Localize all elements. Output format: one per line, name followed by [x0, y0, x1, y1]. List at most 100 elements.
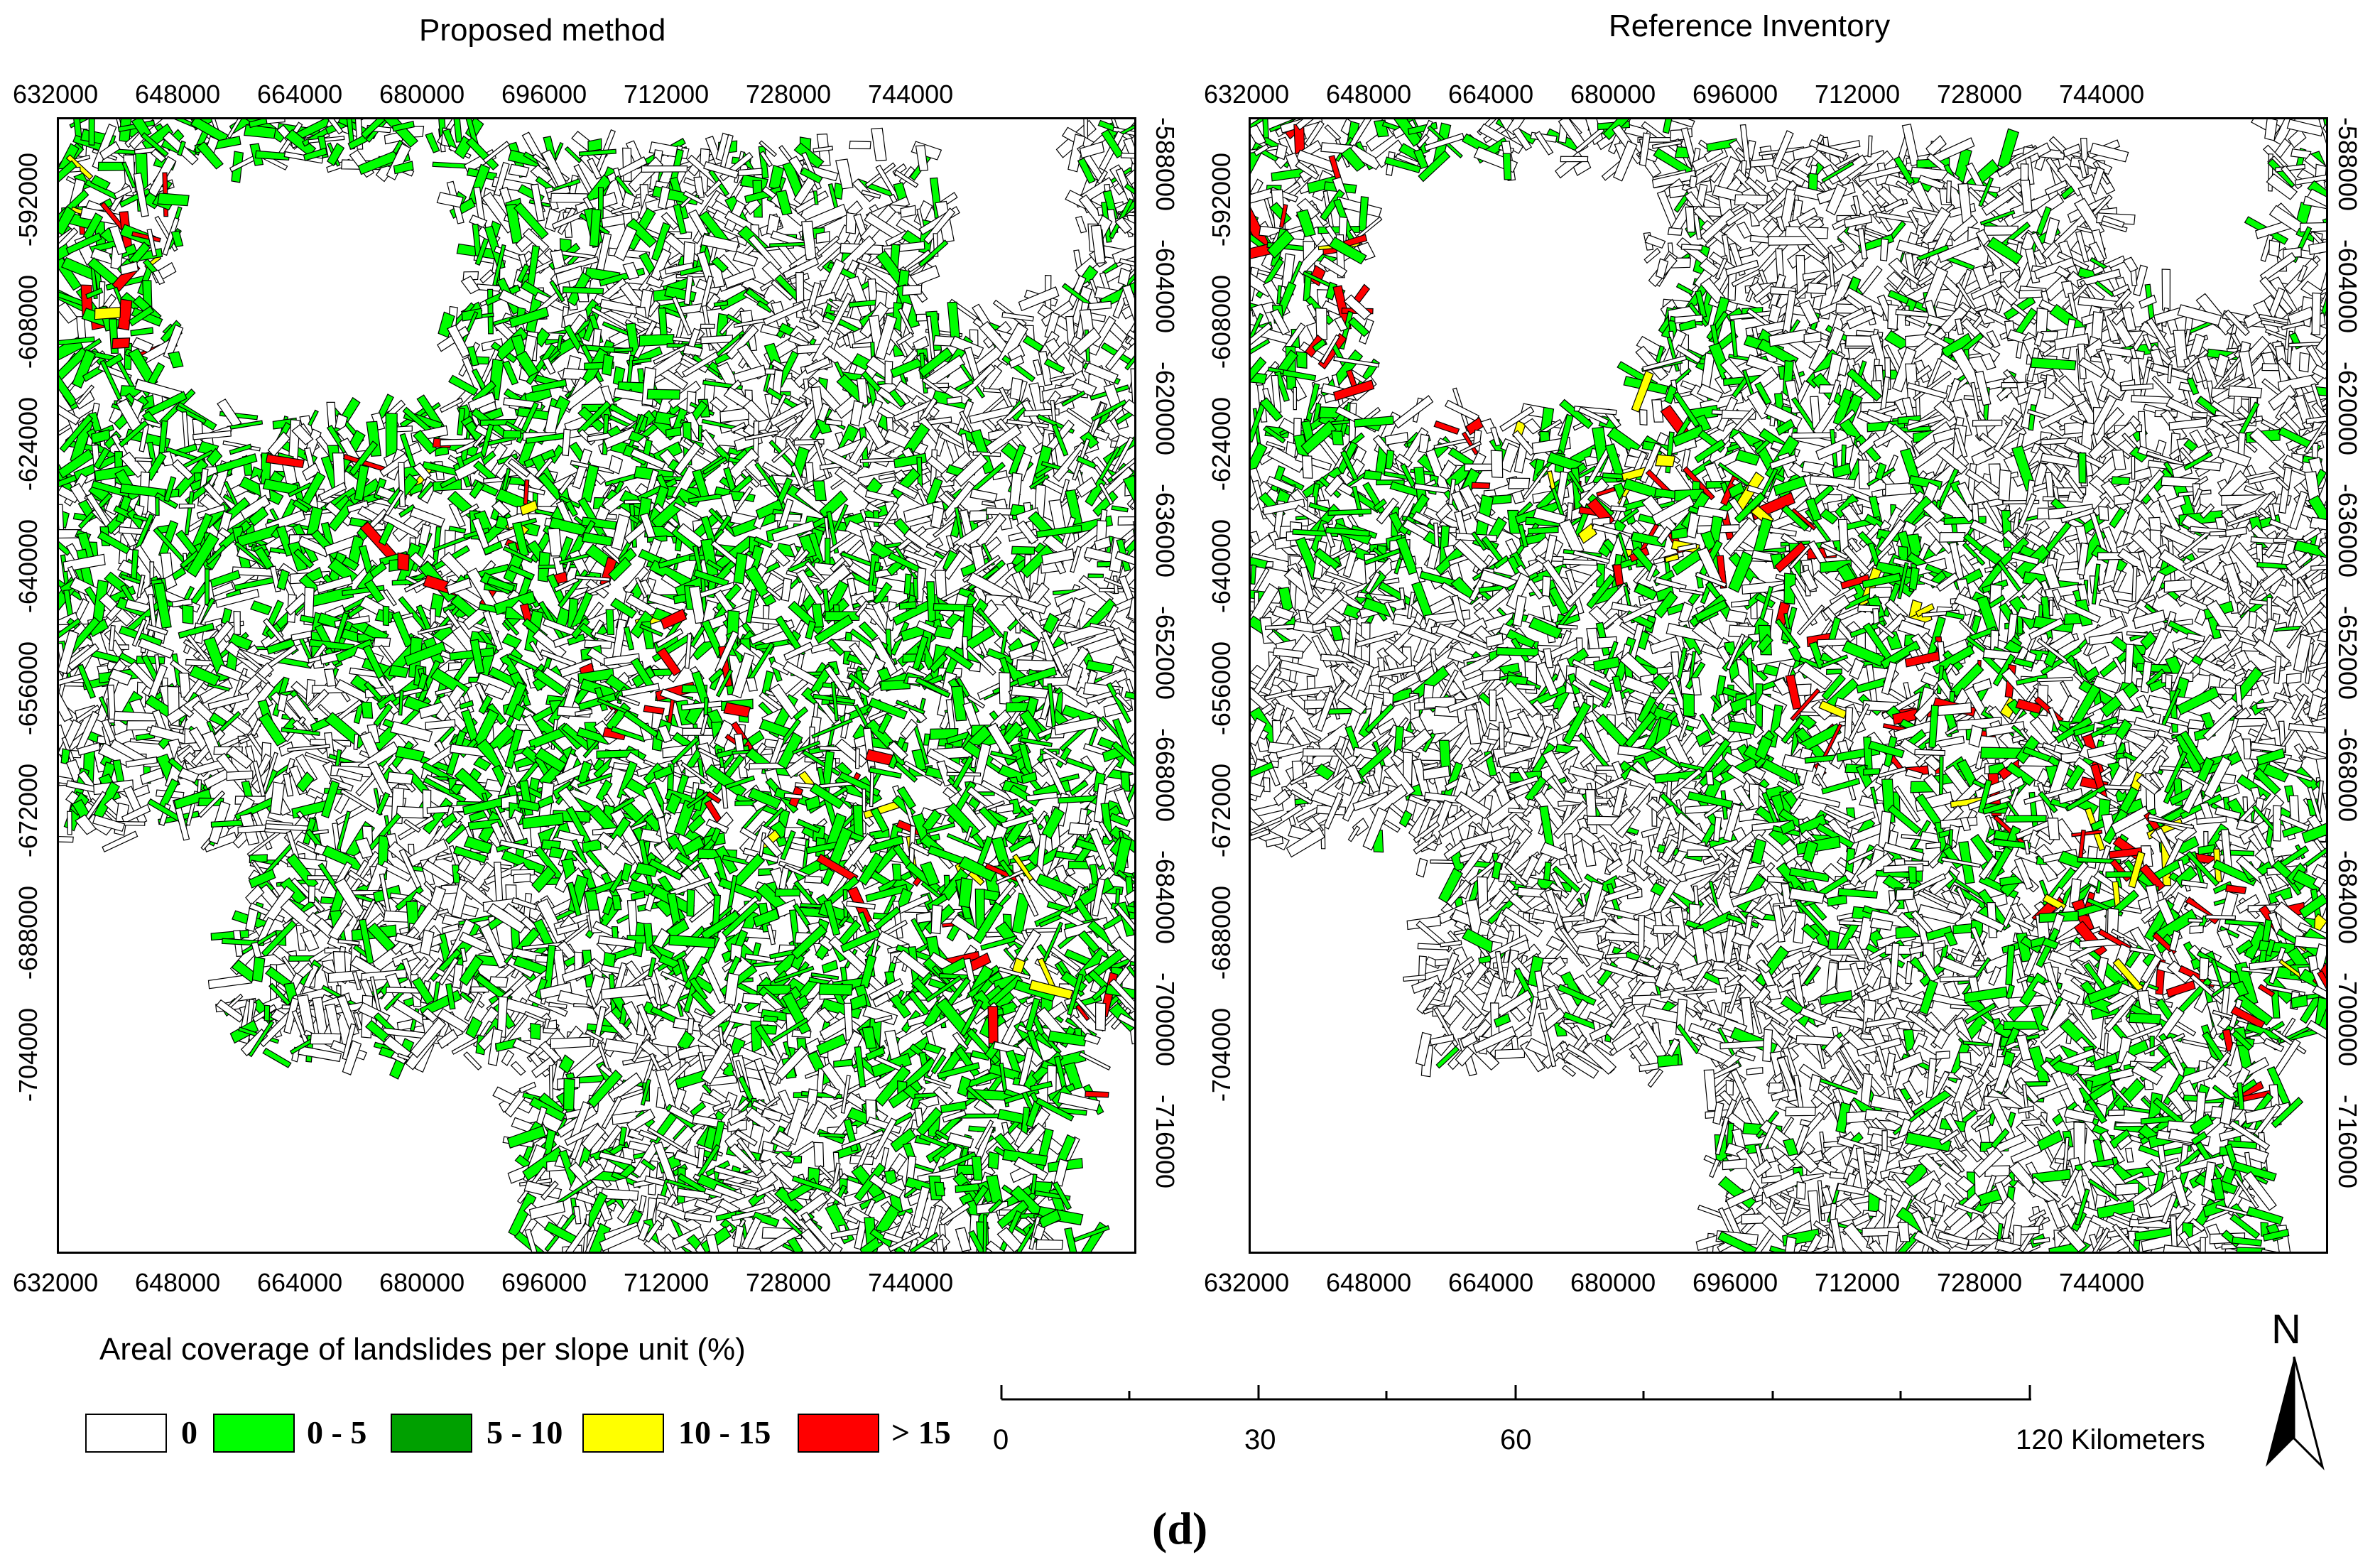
slope-unit — [501, 360, 519, 386]
slope-unit — [513, 202, 549, 240]
slope-unit — [181, 604, 194, 624]
slope-unit — [646, 275, 664, 289]
slope-unit — [327, 142, 345, 166]
slope-unit — [1114, 217, 1133, 234]
slope-unit — [140, 132, 169, 158]
map-title-proposed: Proposed method — [419, 13, 666, 48]
slope-unit — [774, 889, 801, 897]
slope-unit — [1075, 215, 1087, 234]
slope-unit — [700, 323, 715, 329]
slope-unit — [460, 276, 480, 295]
slope-unit — [131, 307, 163, 327]
slope-unit — [479, 269, 494, 284]
slope-unit — [1094, 1002, 1107, 1031]
slope-unit — [397, 552, 410, 572]
slope-unit — [999, 671, 1011, 705]
slope-unit — [781, 578, 793, 602]
slope-unit — [626, 354, 634, 385]
slope-unit — [398, 462, 406, 508]
slope-unit — [700, 234, 740, 253]
slope-unit — [621, 191, 636, 211]
slope-unit — [493, 862, 504, 907]
slope-unit — [549, 280, 565, 303]
slope-unit — [713, 300, 729, 308]
slope-unit — [393, 161, 414, 175]
slope-unit — [59, 504, 65, 533]
slope-unit — [1099, 587, 1124, 592]
slope-unit — [175, 405, 207, 424]
slope-unit — [531, 183, 545, 222]
slope-unit — [152, 269, 165, 286]
slope-unit — [759, 140, 777, 157]
slope-unit — [561, 428, 571, 457]
slope-unit — [1067, 134, 1086, 173]
slope-unit — [671, 295, 692, 336]
slope-unit — [762, 604, 770, 631]
slope-unit — [386, 771, 414, 785]
slope-unit — [1123, 137, 1134, 165]
slope-unit — [418, 524, 432, 546]
slope-unit — [958, 877, 973, 909]
slope-unit — [918, 239, 949, 268]
slope-unit — [638, 1195, 647, 1213]
slope-unit — [1083, 1032, 1102, 1045]
slope-unit — [1097, 737, 1115, 750]
slope-unit — [233, 610, 241, 636]
slope-unit — [112, 337, 131, 349]
slope-unit — [360, 119, 386, 139]
slope-unit — [732, 251, 759, 267]
slope-unit — [821, 960, 839, 974]
slope-unit — [155, 497, 160, 516]
slope-unit — [550, 1036, 591, 1049]
slope-unit — [94, 307, 121, 320]
slope-unit — [622, 261, 640, 281]
slope-unit — [613, 224, 638, 261]
slope-unit — [98, 281, 106, 308]
slope-unit — [130, 327, 154, 337]
landslide-map-proposed — [59, 119, 1134, 1252]
slope-unit — [1115, 168, 1134, 208]
slope-unit — [392, 139, 403, 155]
slope-unit — [170, 230, 184, 248]
slope-unit — [1090, 224, 1106, 264]
slope-unit — [474, 237, 489, 266]
slope-unit — [157, 193, 190, 207]
slope-unit — [686, 889, 695, 917]
slope-unit — [587, 138, 602, 152]
slope-unit — [303, 147, 328, 161]
slope-unit — [544, 207, 561, 232]
slope-unit — [915, 911, 932, 924]
slope-unit — [972, 451, 1001, 457]
slope-unit — [564, 146, 582, 163]
slope-unit — [513, 873, 531, 884]
slope-unit — [1088, 300, 1112, 311]
slope-unit — [553, 256, 599, 275]
slope-unit — [664, 262, 694, 275]
slope-unit — [1077, 157, 1096, 184]
slope-unit — [226, 770, 254, 781]
slope-unit — [1111, 505, 1129, 513]
slope-unit — [813, 1142, 825, 1167]
slope-unit — [436, 192, 464, 208]
slope-unit — [494, 161, 510, 197]
slope-unit — [1085, 1090, 1109, 1098]
slope-unit — [816, 1033, 847, 1056]
slope-unit — [930, 904, 943, 935]
slope-unit — [327, 119, 344, 135]
slope-unit — [283, 151, 324, 164]
slope-unit — [150, 148, 167, 163]
map-frame-proposed — [57, 117, 1136, 1254]
slope-unit — [386, 143, 411, 180]
slope-unit — [1119, 258, 1134, 267]
slope-unit — [59, 160, 77, 183]
slope-unit — [898, 601, 917, 610]
slope-unit — [59, 835, 74, 843]
slope-unit — [581, 531, 614, 547]
slope-unit — [353, 733, 359, 751]
slope-unit — [845, 212, 857, 234]
slope-unit — [361, 701, 374, 719]
slope-unit — [518, 1081, 537, 1094]
slope-unit — [320, 780, 340, 819]
slope-unit — [690, 1101, 707, 1117]
slope-unit — [383, 589, 398, 607]
